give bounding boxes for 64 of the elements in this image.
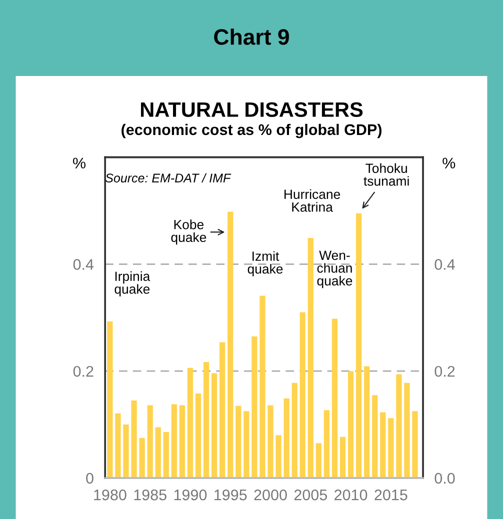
bar xyxy=(324,410,330,478)
bar xyxy=(163,432,169,478)
bar xyxy=(123,424,129,478)
annotation: Izmit quake xyxy=(248,251,283,276)
bar xyxy=(332,318,338,478)
bar xyxy=(260,296,266,478)
bar xyxy=(340,436,346,478)
bar xyxy=(211,373,218,478)
bar xyxy=(348,371,354,478)
y2-tick-label: 0.4 xyxy=(434,259,455,270)
y2-axis-title: % xyxy=(442,158,456,168)
bar xyxy=(364,366,370,478)
annotation: Hurricane Katrina xyxy=(284,189,340,212)
y2-tick-label: 0.0 xyxy=(434,472,455,484)
x-tick-label: 2000 xyxy=(254,490,287,500)
bar xyxy=(147,405,153,478)
bar xyxy=(107,321,113,478)
bar xyxy=(252,336,258,478)
x-tick-label: 2015 xyxy=(374,490,408,500)
bar xyxy=(236,406,242,478)
bar xyxy=(171,404,177,478)
bar xyxy=(244,411,250,478)
bar xyxy=(404,382,410,478)
chart-subtitle: (economic cost as % of global GDP) xyxy=(122,124,382,138)
bar xyxy=(284,398,290,478)
x-tick-label: 1995 xyxy=(214,490,247,500)
annotation: Kobe quake xyxy=(171,220,206,245)
annotation: Irpinia quake xyxy=(114,271,150,296)
bar xyxy=(179,405,185,478)
y-tick-label: 0.4 xyxy=(73,259,94,270)
bar xyxy=(203,362,210,478)
bar xyxy=(131,400,137,478)
bar xyxy=(220,342,226,478)
chart-title: NATURAL DISASTERS xyxy=(140,102,363,117)
bar xyxy=(228,212,234,478)
bar xyxy=(195,394,202,478)
bar xyxy=(372,395,378,478)
x-tick-label: 1980 xyxy=(94,490,126,500)
y-axis-title: % xyxy=(73,158,86,168)
y-tick-label: 0 xyxy=(86,472,94,484)
bar xyxy=(380,412,386,478)
bar xyxy=(412,411,418,478)
bar xyxy=(155,427,161,478)
bar xyxy=(308,238,314,478)
bar xyxy=(139,438,145,478)
x-tick-label: 2010 xyxy=(334,490,368,500)
bar xyxy=(292,382,298,478)
bar xyxy=(276,435,282,478)
y-tick-label: 0.2 xyxy=(73,366,94,377)
annotation: Wen- chuan quake xyxy=(317,250,352,288)
bar xyxy=(187,368,194,478)
caption: Chart 9 xyxy=(214,28,289,45)
bar xyxy=(300,312,306,478)
bar xyxy=(115,413,121,478)
bar xyxy=(396,374,402,478)
bar xyxy=(356,213,362,478)
annotation: Tohoku tsunami xyxy=(364,163,409,186)
bar xyxy=(268,405,274,478)
bar xyxy=(388,418,394,478)
x-tick-label: 1990 xyxy=(174,490,207,500)
x-tick-label: 1985 xyxy=(134,490,166,500)
x-tick-label: 2005 xyxy=(294,490,327,500)
bar xyxy=(316,443,322,478)
y2-tick-label: 0.2 xyxy=(434,366,455,377)
